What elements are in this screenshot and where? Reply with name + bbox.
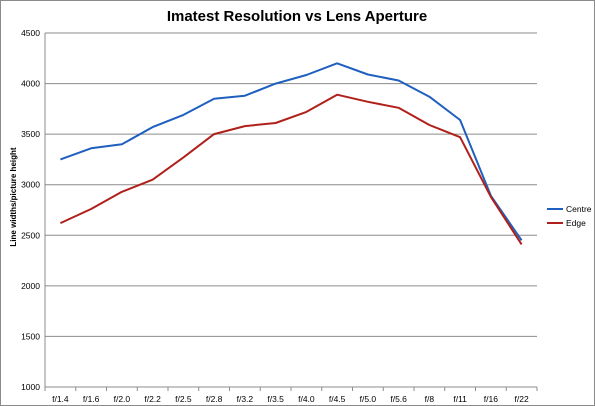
series-line-centre: [60, 62, 523, 241]
legend: Centre Edge: [547, 204, 592, 228]
legend-label-centre: Centre: [566, 204, 592, 214]
x-tick-label: f/2.2: [144, 394, 161, 404]
x-tick-label: f/1.6: [83, 394, 100, 404]
y-tick-label: 4000: [21, 79, 40, 89]
chart-title: Imatest Resolution vs Lens Aperture: [167, 8, 427, 25]
y-tick-label: 3500: [21, 129, 40, 139]
x-tick-label: f/4.0: [298, 394, 315, 404]
x-tick-label: f/4.5: [329, 394, 346, 404]
y-tick-label: 2000: [21, 281, 40, 291]
x-tick-label: f/16: [484, 394, 498, 404]
x-tick-label: f/2.8: [206, 394, 223, 404]
x-tick-label: f/3.5: [267, 394, 284, 404]
series-lines: [59, 62, 523, 245]
y-tick-label: 3000: [21, 180, 40, 190]
y-tick-label: 4500: [21, 28, 40, 38]
gridlines: [45, 32, 537, 337]
x-tick-label: f/2.0: [114, 394, 131, 404]
y-tick-label: 2500: [21, 230, 40, 240]
x-tick-label: f/22: [515, 394, 529, 404]
x-tick-label: f/8: [425, 394, 435, 404]
axes: 1000 1500 2000 2500 3000 3500 4000 4500 f/1.4 f/1…: [21, 28, 538, 404]
x-tick-label: f/1.4: [52, 394, 69, 404]
y-axis-label: Line widths/picture height: [9, 147, 18, 246]
series-line-edge: [59, 93, 523, 245]
x-tick-label: f/3.2: [237, 394, 254, 404]
x-tick-label: f/5.6: [390, 394, 407, 404]
x-tick-label: f/2.5: [175, 394, 192, 404]
x-tick-label: f/11: [453, 394, 467, 404]
x-tick-label: f/5.0: [360, 394, 377, 404]
y-tick-label: 1500: [21, 331, 40, 341]
legend-label-edge: Edge: [566, 218, 586, 228]
y-tick-label: 1000: [21, 382, 40, 392]
